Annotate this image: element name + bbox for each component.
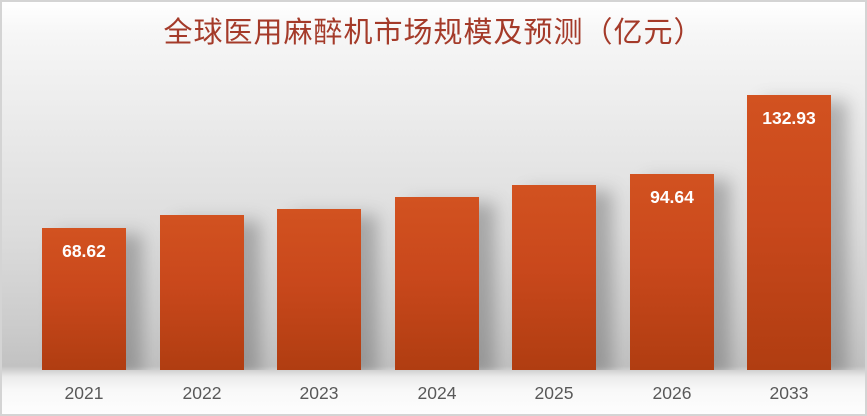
x-axis-label: 2033 <box>769 383 809 403</box>
bar-2023 <box>277 209 361 370</box>
x-axis-label: 2026 <box>652 383 692 403</box>
bar-2026: 94.64 <box>630 174 714 370</box>
bar-value-label: 94.64 <box>650 187 694 207</box>
bar-2022 <box>160 215 244 370</box>
bar-value-label: 68.62 <box>62 241 106 261</box>
bar-2024 <box>395 197 479 370</box>
chart-title: 全球医用麻醉机市场规模及预测（亿元） <box>163 17 704 49</box>
bar-2025 <box>512 185 596 370</box>
x-axis-label: 2023 <box>299 383 339 403</box>
x-axis: 2021 2022 2023 2024 2025 2026 2033 <box>2 370 865 414</box>
x-axis-label: 2021 <box>64 383 104 403</box>
bar-2033: 132.93 <box>747 95 831 370</box>
plot-area: 68.62 94.64 132.93 <box>2 2 865 370</box>
x-axis-label: 2024 <box>417 383 457 403</box>
bar-2021: 68.62 <box>42 228 126 370</box>
bar-value-label: 132.93 <box>762 108 816 128</box>
x-axis-label: 2025 <box>534 383 574 403</box>
x-axis-label: 2022 <box>182 383 222 403</box>
